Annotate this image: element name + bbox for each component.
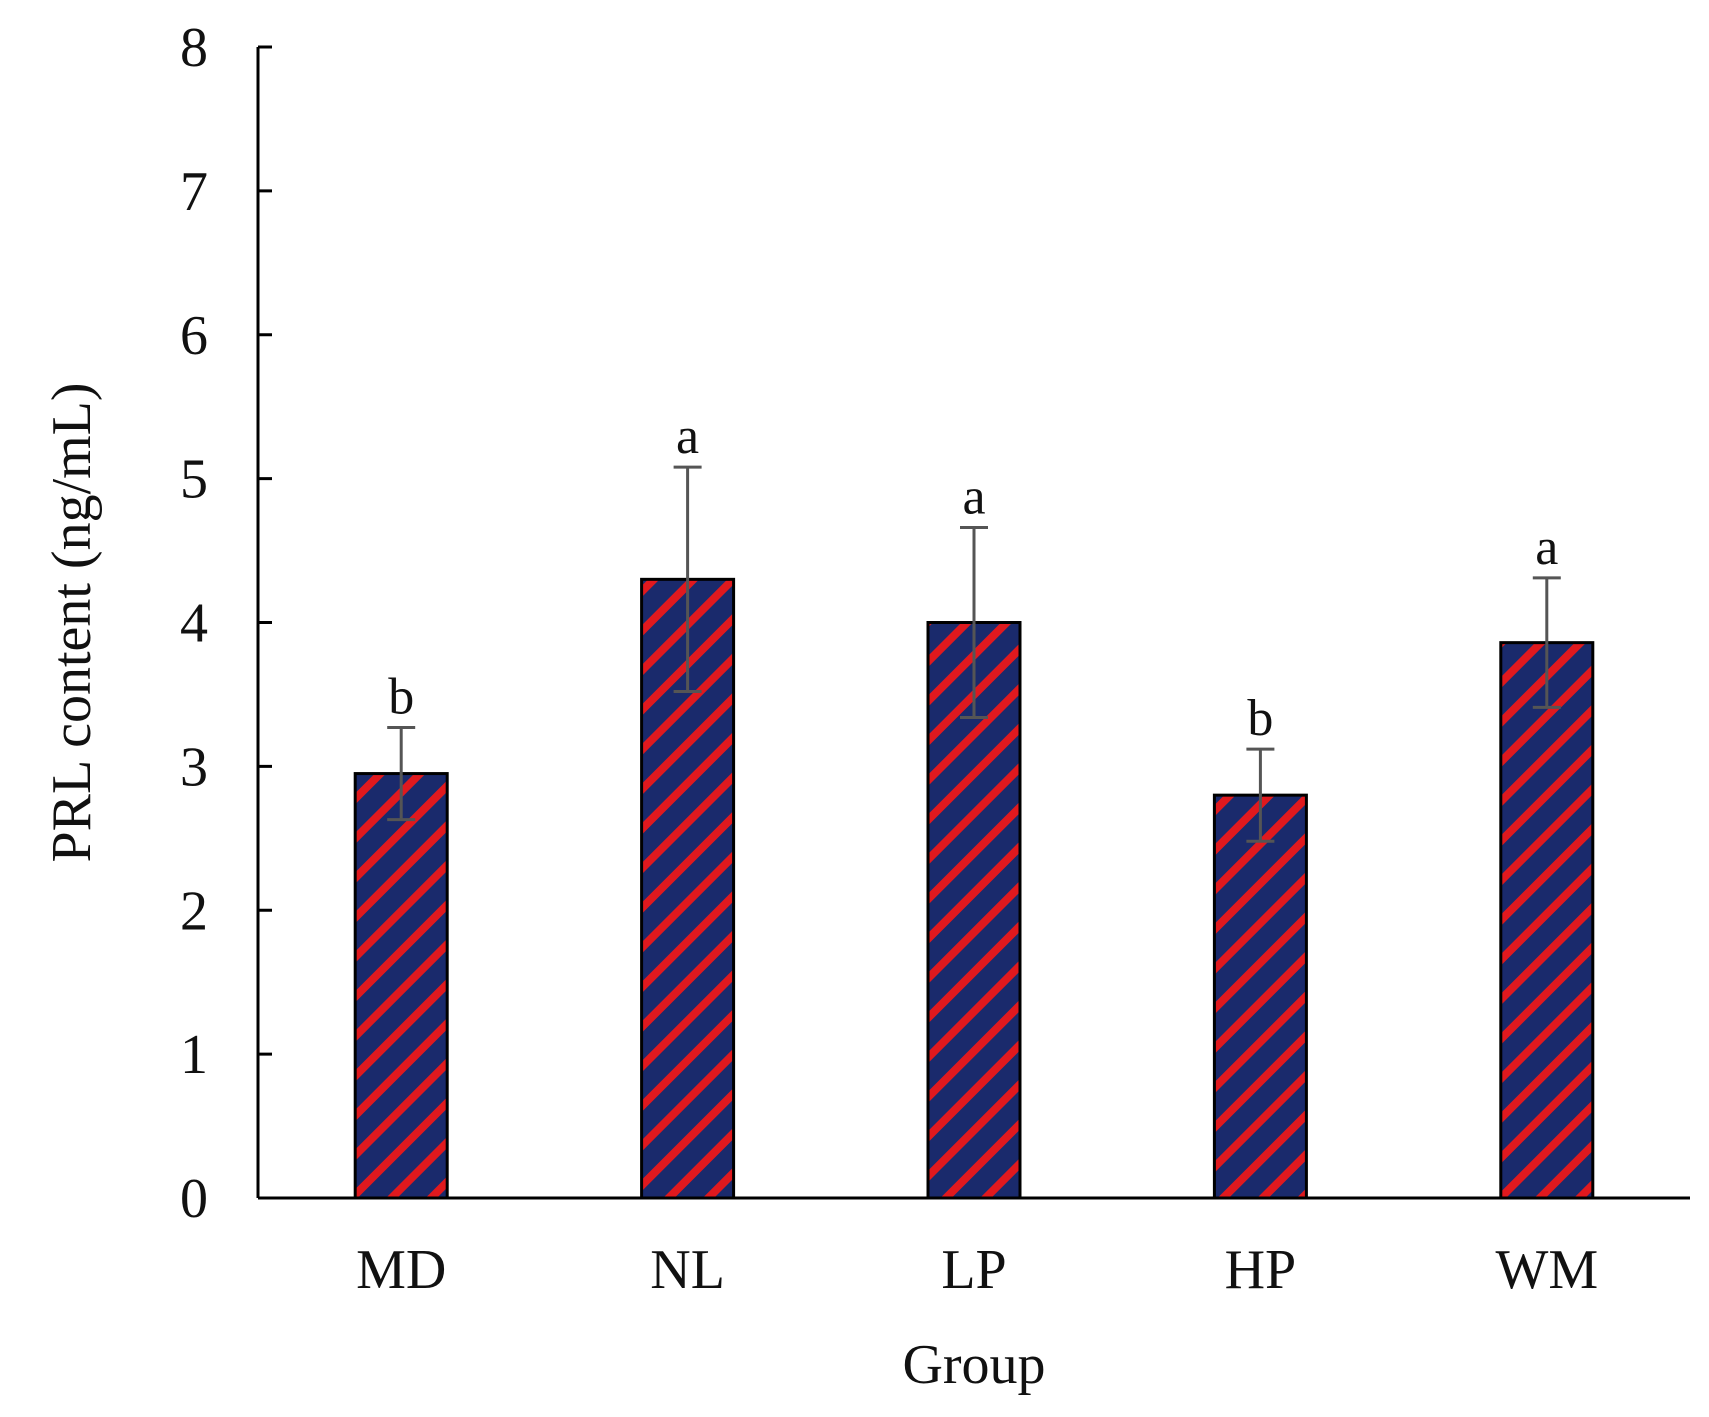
error-bar-wm: [1532, 576, 1561, 709]
y-tick-label: 1: [180, 1024, 208, 1086]
bar-hp: [1212, 793, 1308, 1200]
bar-wm: [1499, 641, 1595, 1200]
significance-label-nl: a: [676, 408, 699, 465]
y-tick-label: 4: [180, 593, 208, 655]
significance-label-hp: b: [1247, 690, 1273, 747]
error-bar-nl: [673, 465, 702, 694]
y-tick-label: 3: [180, 736, 208, 798]
error-bar-md: [387, 726, 416, 822]
y-tick-label: 2: [180, 880, 208, 942]
x-axis-title: Group: [902, 1334, 1045, 1396]
category-labels-layer: MD NL LP HP WM: [356, 1239, 1598, 1301]
error-bar-lp: [960, 526, 988, 719]
y-tick-label: 0: [180, 1168, 208, 1230]
error-bars-layer: [387, 465, 1561, 843]
error-bar-hp: [1246, 747, 1275, 843]
x-tick-label-md: MD: [356, 1239, 446, 1301]
y-axis-title: PRL content (ng/mL): [41, 382, 103, 862]
y-ticks-layer: 0 1 2 3 4 5 6 7 8: [180, 17, 272, 1230]
x-tick-label-lp: LP: [941, 1239, 1006, 1301]
y-tick-label: 6: [180, 305, 208, 367]
y-tick-label: 5: [180, 449, 208, 511]
y-tick-label: 7: [180, 161, 208, 223]
significance-label-lp: a: [962, 469, 985, 526]
significance-labels-layer: b a a b a: [388, 408, 1558, 747]
significance-label-wm: a: [1535, 519, 1558, 576]
x-tick-label-hp: HP: [1225, 1239, 1297, 1301]
bar-md: [353, 772, 449, 1200]
x-tick-label-wm: WM: [1495, 1239, 1598, 1301]
y-tick-label: 8: [180, 17, 208, 79]
significance-label-md: b: [388, 669, 414, 726]
x-tick-label-nl: NL: [650, 1239, 725, 1301]
